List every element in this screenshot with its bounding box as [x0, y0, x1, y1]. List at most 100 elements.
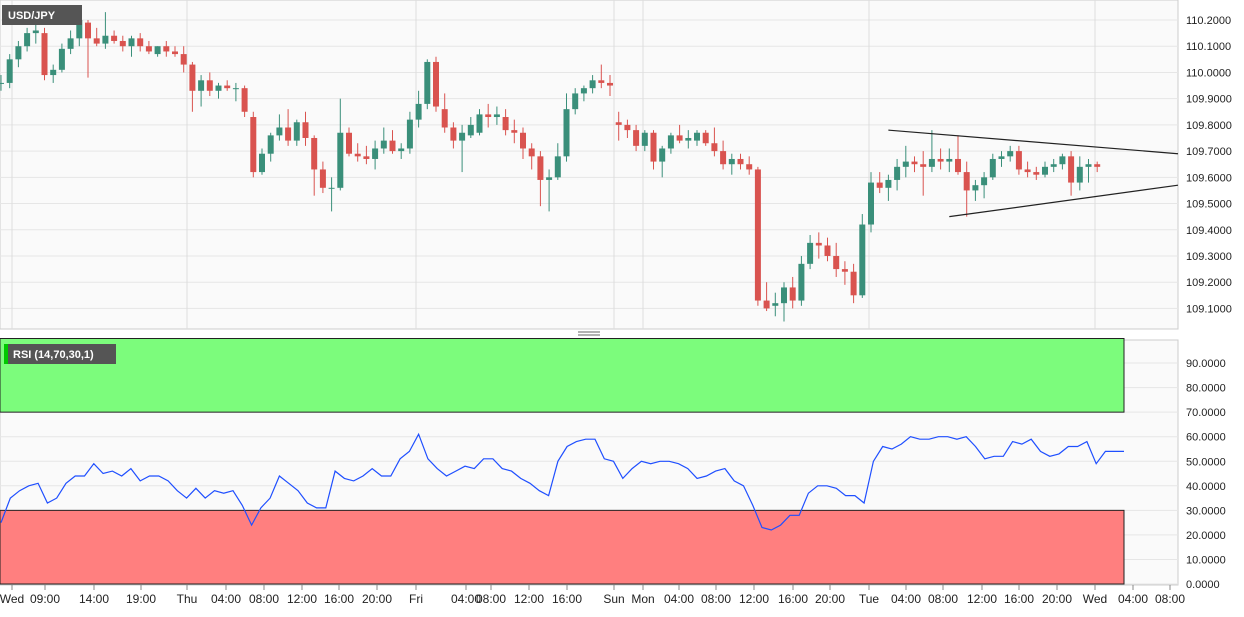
- rsi-tick-label: 50.0000: [1186, 456, 1226, 468]
- candle-bull: [372, 148, 379, 159]
- rsi-tick-label: 20.0000: [1186, 530, 1226, 542]
- rsi-badge: RSI (14,70,30,1): [4, 344, 116, 364]
- time-tick-label: 16:00: [778, 592, 808, 606]
- candle-bull: [989, 158, 996, 178]
- candle-bear: [311, 137, 318, 170]
- candle-bull: [580, 88, 587, 94]
- candle-bear: [41, 33, 48, 76]
- candle-bull: [928, 158, 935, 167]
- panel-resize-handle[interactable]: [578, 331, 600, 336]
- candle-bear: [737, 158, 744, 165]
- candle-bull: [276, 127, 283, 136]
- time-tick-label: 12:00: [514, 592, 544, 606]
- time-tick-label: Wed: [0, 592, 24, 606]
- candle-bull: [476, 114, 483, 133]
- candle-bear: [537, 156, 544, 180]
- candle-bull: [1085, 164, 1092, 167]
- candle-bull: [267, 135, 274, 154]
- price-tick-label: 109.3000: [1186, 251, 1232, 263]
- candle-bull: [293, 122, 300, 141]
- time-tick-label: 14:00: [79, 592, 109, 606]
- candle-bear: [441, 109, 448, 128]
- price-tick-label: 110.1000: [1186, 41, 1231, 53]
- candle-bull: [459, 132, 466, 141]
- candle-bull: [102, 35, 109, 44]
- candle-bear: [607, 82, 613, 86]
- candle-bull: [406, 119, 413, 149]
- candle-bull: [1007, 151, 1014, 157]
- candle-bull: [58, 48, 65, 70]
- rsi-axis: 0.0000 10.0000 20.0000 30.0000 40.0000 50.000…: [1186, 358, 1226, 591]
- candle-bear: [346, 132, 352, 154]
- symbol-label: USD/JPY: [8, 10, 56, 22]
- rsi-tick-label: 60.0000: [1186, 432, 1226, 444]
- candle-bull: [1050, 164, 1057, 167]
- price-tick-label: 109.2000: [1186, 277, 1232, 289]
- price-plot-area: [0, 0, 1179, 330]
- candle-bull: [894, 166, 901, 180]
- time-tick-label: 20:00: [1042, 592, 1072, 606]
- candle-bull: [215, 85, 222, 91]
- rsi-line: [0, 432, 1124, 531]
- candle-bear: [319, 169, 326, 188]
- time-tick-label: Thu: [177, 592, 198, 606]
- candle-bear: [841, 269, 848, 272]
- candle-bear: [206, 80, 213, 91]
- candle-bull: [50, 69, 57, 76]
- price-tick-label: 110.2000: [1186, 15, 1231, 27]
- time-tick-label: 08:00: [476, 592, 506, 606]
- triangle-pattern: [888, 129, 1179, 218]
- candle-bull: [554, 156, 561, 178]
- candle-bull: [76, 20, 83, 39]
- candle-bear: [389, 140, 396, 152]
- candle-bear: [172, 51, 178, 55]
- candle-bear: [119, 40, 126, 47]
- time-tick-label: 08:00: [1155, 592, 1185, 606]
- candle-bull: [0, 82, 4, 84]
- candle-bear: [485, 114, 492, 118]
- candle-bull: [972, 185, 979, 191]
- candle-bull: [380, 140, 387, 149]
- candle-bear: [815, 242, 822, 246]
- rsi-tick-label: 80.0000: [1186, 383, 1226, 395]
- time-tick-label: 08:00: [701, 592, 731, 606]
- candles: [0, 12, 1101, 322]
- candle-bull: [859, 224, 866, 296]
- candle-bull: [902, 161, 909, 167]
- time-tick-label: 16:00: [1004, 592, 1034, 606]
- candle-bull: [467, 124, 474, 136]
- price-tick-label: 109.5000: [1186, 199, 1232, 211]
- time-tick-label: Wed: [1083, 592, 1107, 606]
- price-tick-label: 110.0000: [1186, 67, 1231, 79]
- price-tick-label: 109.1000: [1186, 303, 1232, 315]
- candle-bear: [1068, 156, 1075, 183]
- candle-bear: [85, 22, 91, 39]
- price-tick-label: 109.6000: [1186, 172, 1232, 184]
- candle-bear: [937, 158, 944, 162]
- candle-bull: [998, 156, 1005, 159]
- candle-bull: [1076, 166, 1083, 183]
- time-tick-label: Mon: [631, 592, 654, 606]
- candle-bear: [302, 122, 309, 138]
- candle-bull: [493, 114, 500, 118]
- time-tick-label: 08:00: [249, 592, 279, 606]
- candle-bear: [650, 132, 657, 162]
- candle-bull: [198, 80, 205, 91]
- candle-bear: [720, 151, 727, 165]
- candle-bear: [763, 300, 770, 309]
- candle-bull: [694, 132, 700, 141]
- candle-bear: [1094, 164, 1101, 167]
- candle-bear: [180, 54, 187, 65]
- candle-bull: [946, 158, 953, 162]
- time-tick-label: 04:00: [664, 592, 694, 606]
- candle-bull: [154, 46, 161, 55]
- rsi-tick-label: 70.0000: [1186, 407, 1226, 419]
- candle-bull: [24, 33, 31, 47]
- overbought-zone: [0, 338, 1125, 413]
- candle-bear: [598, 80, 605, 83]
- time-axis: Wed 09:00 14:00 19:00 Thu 04:00 08:00 12:00 16:0…: [0, 585, 1185, 606]
- triangle-lower-line: [949, 184, 1179, 218]
- time-tick-label: 08:00: [928, 592, 958, 606]
- rsi-label: RSI (14,70,30,1): [13, 349, 94, 361]
